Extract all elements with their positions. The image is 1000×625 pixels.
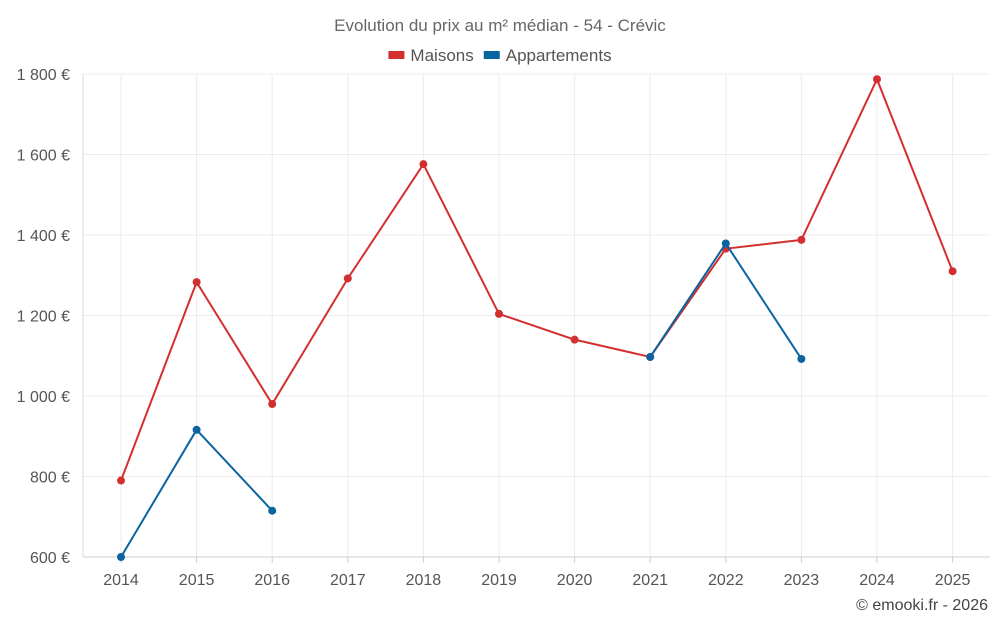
data-point-maisons-2025[interactable] xyxy=(948,267,957,276)
data-point-appartements-2014[interactable] xyxy=(117,553,125,561)
axes: 600 € 800 € 1 000 € 1 200 € 1 400 € 1 600 € 1 … xyxy=(17,67,990,589)
data-point-appartements-2016[interactable] xyxy=(268,506,277,515)
credit-text: © emooki.fr - 2026 xyxy=(856,597,988,614)
data-point-maisons-2017[interactable] xyxy=(343,274,352,283)
x-tick-label: 2025 xyxy=(935,572,971,589)
x-tick-label: 2017 xyxy=(330,572,366,589)
x-tick-label: 2020 xyxy=(557,572,593,589)
data-point-maisons-2024[interactable] xyxy=(873,75,881,84)
x-tick-label: 2018 xyxy=(406,572,442,589)
y-tick-label: 1 800 € xyxy=(17,67,70,84)
legend-swatch-maisons[interactable] xyxy=(388,51,405,59)
y-tick-label: 800 € xyxy=(30,470,70,487)
data-point-maisons-2015[interactable] xyxy=(192,278,201,287)
data-point-maisons-2019[interactable] xyxy=(495,309,503,318)
y-tick-label: 1 400 € xyxy=(17,228,70,245)
legend: Maisons Appartements xyxy=(388,46,612,65)
x-tick-label: 2022 xyxy=(708,572,744,589)
legend-label-appartements[interactable]: Appartements xyxy=(506,46,612,65)
x-tick-label: 2015 xyxy=(179,572,215,589)
x-tick-label: 2021 xyxy=(632,572,668,589)
x-tick-label: 2024 xyxy=(859,572,895,589)
data-point-maisons-2016[interactable] xyxy=(268,400,277,409)
data-point-maisons-2018[interactable] xyxy=(419,160,428,169)
legend-swatch-appartements[interactable] xyxy=(483,51,500,59)
y-tick-label: 600 € xyxy=(30,550,70,567)
series-maisons xyxy=(117,75,957,485)
data-point-maisons-2023[interactable] xyxy=(797,235,806,244)
data-point-appartements-2015[interactable] xyxy=(192,425,201,434)
data-point-maisons-2014[interactable] xyxy=(117,476,125,485)
chart-title: Evolution du prix au m² médian - 54 - Cr… xyxy=(334,16,666,35)
data-point-appartements-2023[interactable] xyxy=(797,354,806,363)
y-tick-label: 1 000 € xyxy=(17,389,70,406)
legend-label-maisons[interactable]: Maisons xyxy=(410,46,473,65)
y-tick-label: 1 200 € xyxy=(17,309,70,326)
data-point-appartements-2022[interactable] xyxy=(721,239,730,248)
data-point-maisons-2020[interactable] xyxy=(570,335,579,344)
data-point-appartements-2021[interactable] xyxy=(646,352,655,361)
series-appartements xyxy=(117,239,806,561)
x-tick-label: 2016 xyxy=(254,572,290,589)
grid xyxy=(83,73,990,558)
series-layer xyxy=(117,75,957,561)
x-tick-label: 2019 xyxy=(481,572,517,589)
series-line-maisons xyxy=(120,78,954,481)
y-tick-label: 1 600 € xyxy=(17,148,70,165)
x-tick-label: 2023 xyxy=(784,572,820,589)
x-tick-label: 2014 xyxy=(103,572,139,589)
